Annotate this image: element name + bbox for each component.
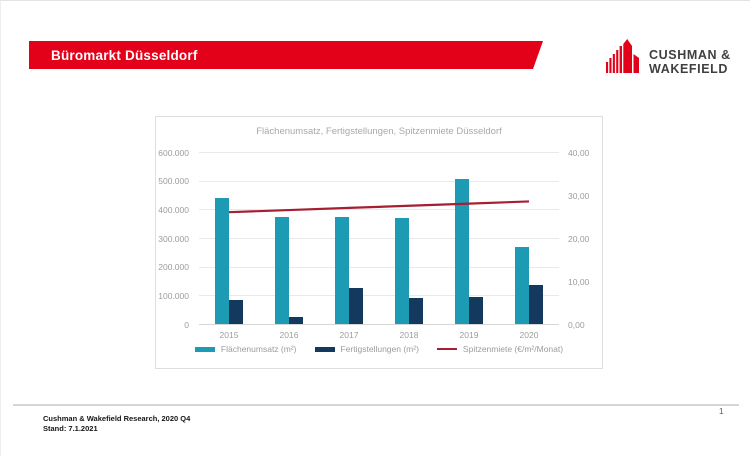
x-axis-tick-label: 2015 <box>219 330 239 340</box>
gridline <box>199 209 559 211</box>
legend-item: Fertigstellungen (m²) <box>314 344 419 354</box>
bar-fertigstellungen-2016 <box>289 316 303 324</box>
footer-divider <box>13 404 739 406</box>
source-line: Cushman & Wakefield Research, 2020 Q4 <box>43 414 191 423</box>
legend-swatch <box>194 346 215 352</box>
left-axis-tick-label: 100.000 <box>158 290 189 301</box>
left-axis-tick-label: 600.000 <box>158 147 189 158</box>
legend-swatch <box>436 347 457 351</box>
company-logo-text: CUSHMAN & WAKEFIELD <box>649 48 731 76</box>
left-axis-tick-label: 400.000 <box>158 204 189 215</box>
legend-item: Flächenumsatz (m²) <box>194 344 297 354</box>
company-logo: CUSHMAN & WAKEFIELD <box>606 39 731 78</box>
chart-legend: Flächenumsatz (m²) Fertigstellungen (m²) S… <box>156 344 602 354</box>
legend-label: Fertigstellungen (m²) <box>340 344 419 354</box>
bar-fertigstellungen-2018 <box>409 297 423 324</box>
gridline <box>199 324 559 325</box>
chart-plot-area <box>199 152 559 325</box>
left-axis-tick-label: 300.000 <box>158 233 189 244</box>
right-axis-tick-label: 10,00 <box>568 276 590 287</box>
bar-fertigstellungen-2020 <box>529 285 543 324</box>
bar-flächenumsatz-2020 <box>515 246 529 324</box>
title-banner: Büromarkt Düsseldorf <box>29 41 543 69</box>
bar-fertigstellungen-2015 <box>229 299 243 324</box>
source-note: Cushman & Wakefield Research, 2020 Q4 St… <box>43 414 190 433</box>
x-axis-tick-label: 2018 <box>399 330 419 340</box>
gridline <box>199 180 559 182</box>
bar-flächenumsatz-2016 <box>275 216 289 324</box>
gridline <box>199 152 559 153</box>
x-axis-tick-label: 2016 <box>279 330 299 340</box>
left-axis-tick-label: 200.000 <box>158 262 189 273</box>
x-axis-tick-label: 2017 <box>339 330 359 340</box>
bar-flächenumsatz-2018 <box>395 217 409 324</box>
bar-fertigstellungen-2019 <box>469 296 483 324</box>
left-axis-tick-label: 500.000 <box>158 176 189 187</box>
left-axis-tick-label: 0 <box>184 319 189 330</box>
legend-swatch <box>314 346 335 352</box>
x-axis-tick-label: 2019 <box>459 330 479 340</box>
right-axis-tick-label: 30,00 <box>568 190 590 201</box>
gridline <box>199 295 559 297</box>
chart-panel: Flächenumsatz, Fertigstellungen, Spitzen… <box>155 116 603 369</box>
bar-flächenumsatz-2019 <box>455 179 469 324</box>
gridline <box>199 238 559 239</box>
page-title: Büromarkt Düsseldorf <box>51 47 198 63</box>
legend-item: Spitzenmiete (€/m²/Monat) <box>436 344 564 354</box>
right-axis-tick-label: 40,00 <box>568 147 590 158</box>
bar-fertigstellungen-2017 <box>349 288 363 324</box>
right-axis-tick-label: 20,00 <box>568 233 590 244</box>
trend-line <box>228 200 530 214</box>
date-line: Stand: 7.1.2021 <box>43 423 98 433</box>
x-axis-tick-label: 2020 <box>519 330 539 340</box>
legend-label: Flächenumsatz (m²) <box>220 344 297 354</box>
page-number: 1 <box>719 407 724 416</box>
cushman-wakefield-building-icon <box>606 39 642 78</box>
legend-label: Spitzenmiete (€/m²/Monat) <box>462 344 564 354</box>
bar-flächenumsatz-2015 <box>215 197 229 324</box>
bar-flächenumsatz-2017 <box>335 216 349 324</box>
chart-title: Flächenumsatz, Fertigstellungen, Spitzen… <box>256 126 502 137</box>
gridline <box>199 266 559 268</box>
right-axis-tick-label: 0,00 <box>568 319 585 330</box>
